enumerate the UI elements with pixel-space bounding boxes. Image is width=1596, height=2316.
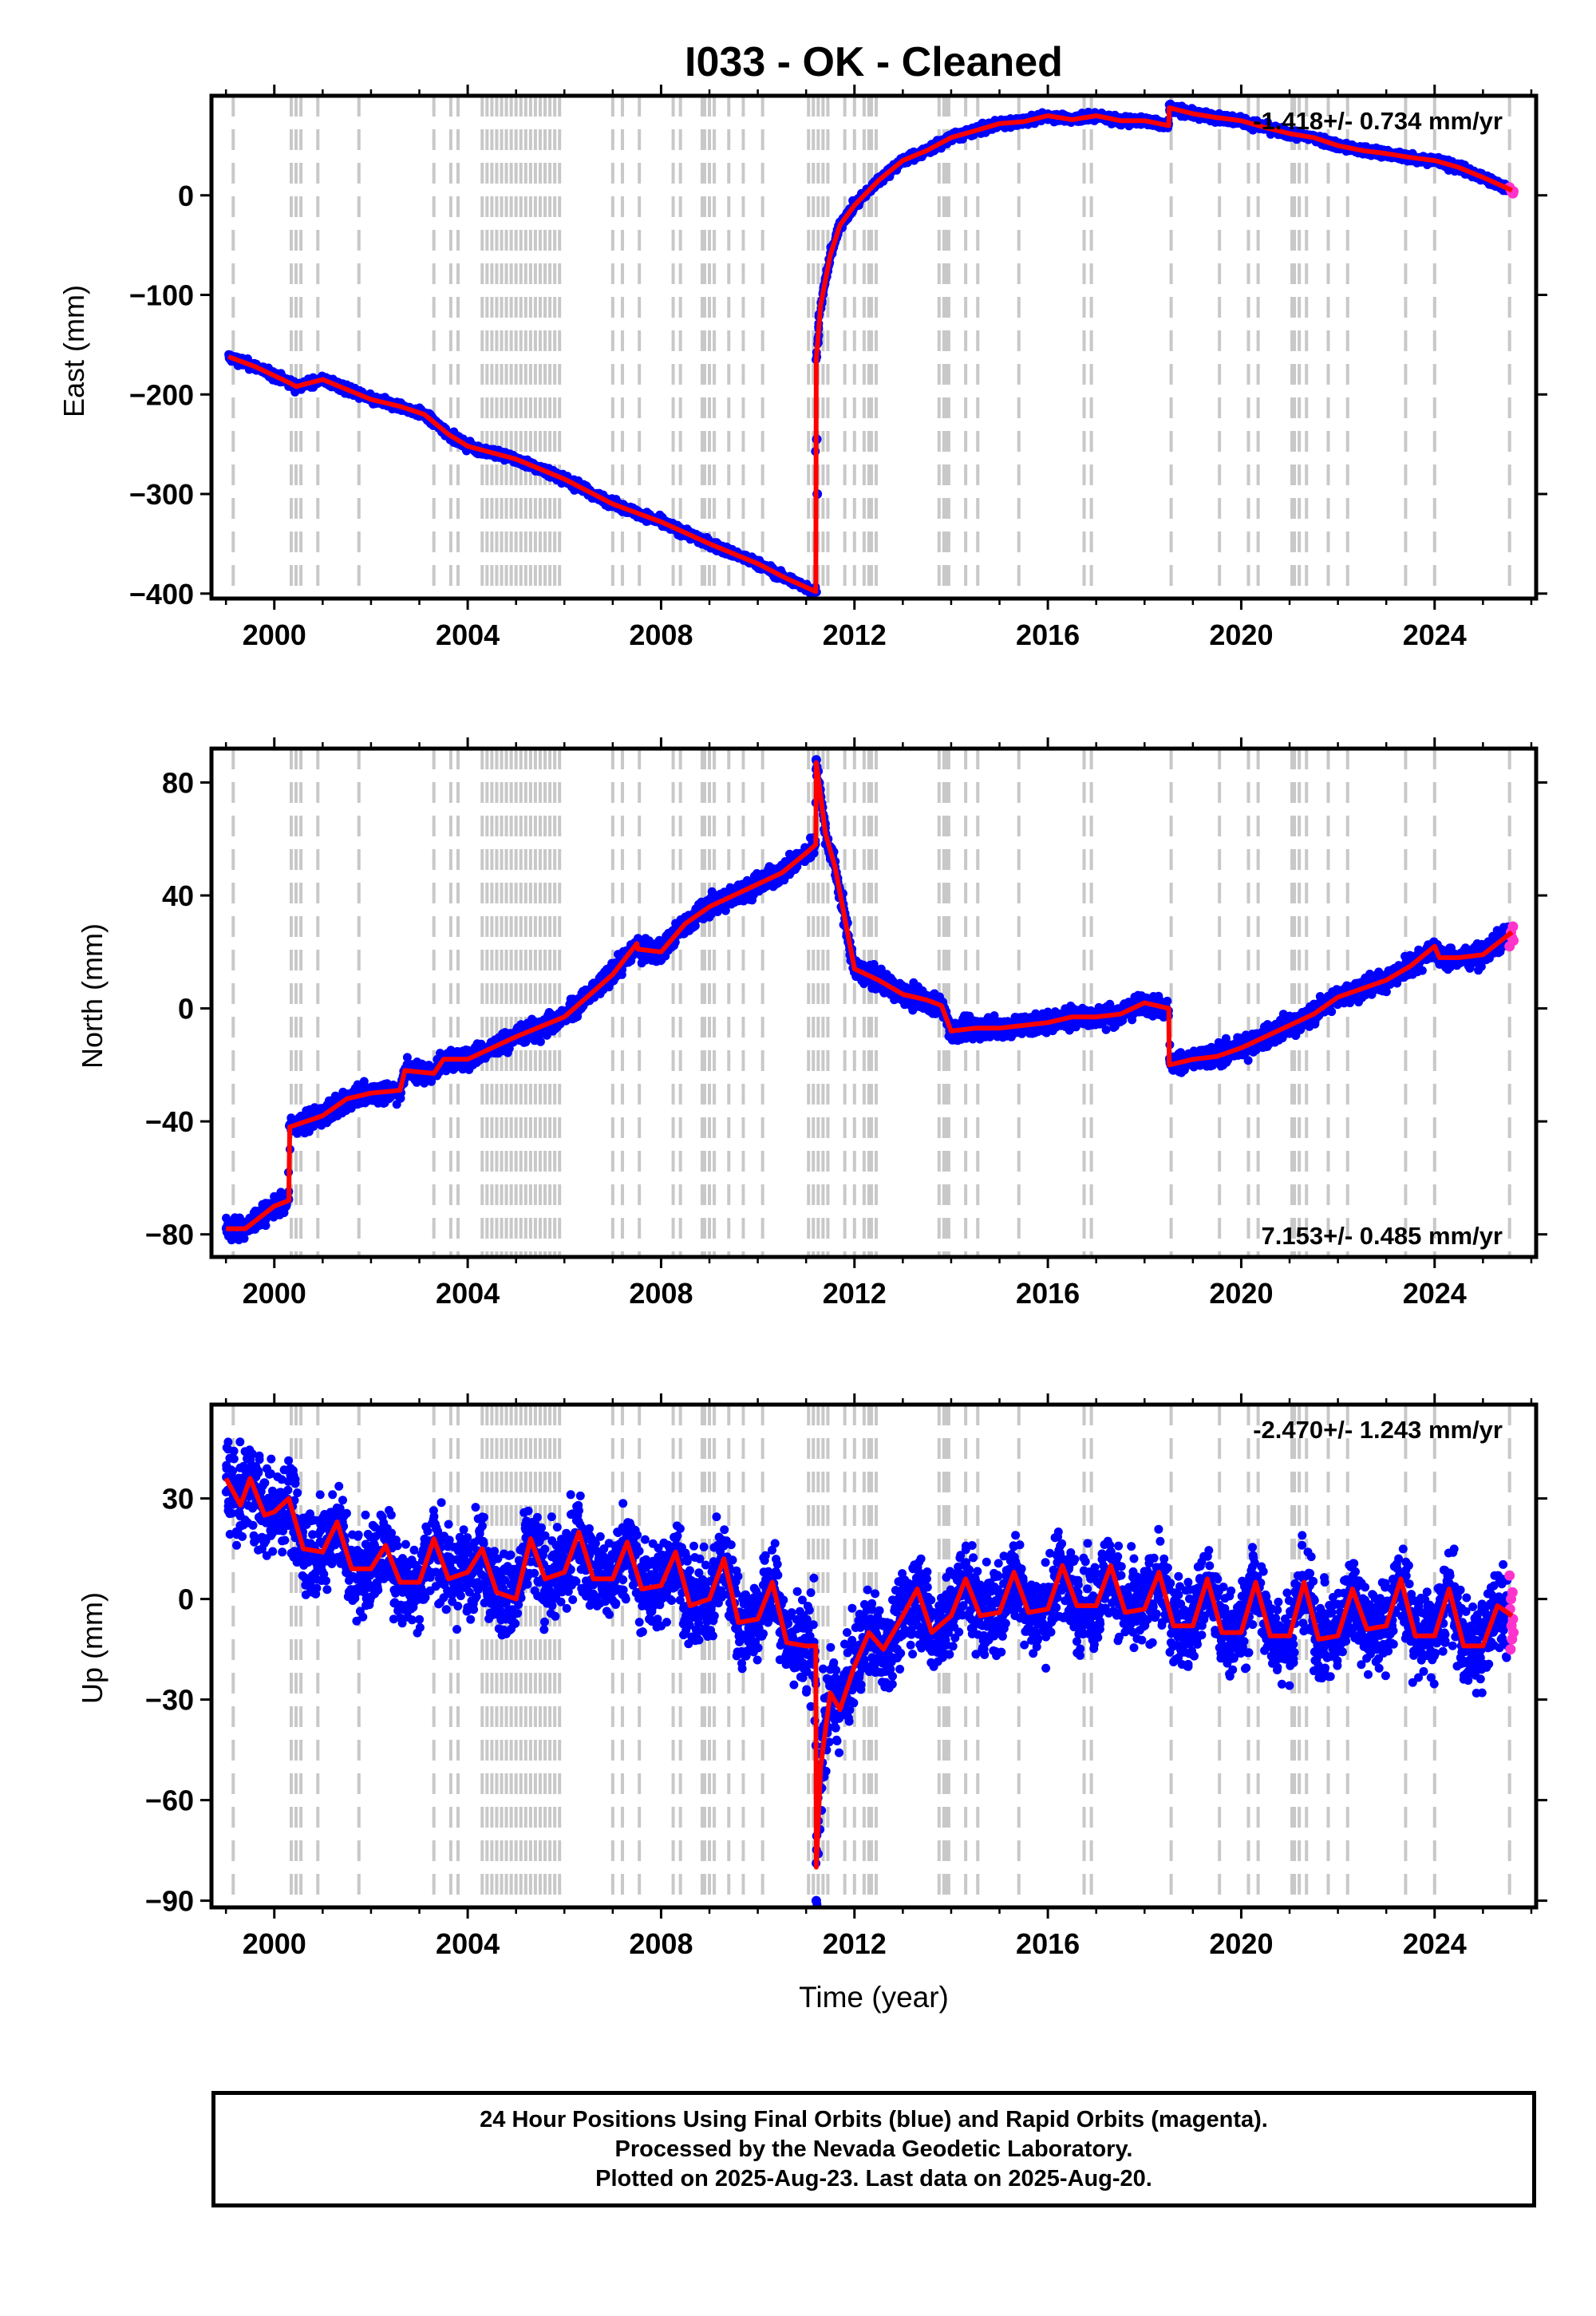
footer-line-1: 24 Hour Positions Using Final Orbits (bl… — [480, 2106, 1268, 2132]
east-x-tick-label: 2016 — [1016, 619, 1080, 651]
up-x-tick-label: 2020 — [1209, 1927, 1273, 1960]
up-rapid-orbit-point — [1508, 1627, 1519, 1638]
north-frame — [209, 746, 1539, 1259]
north-model-line — [226, 760, 1514, 1231]
east-axis-label: East (mm) — [57, 285, 90, 417]
up-x-tick-label: 2012 — [823, 1927, 887, 1960]
north-final-orbit-points — [221, 762, 1513, 1245]
footer-box: 24 Hour Positions Using Final Orbits (bl… — [211, 2091, 1536, 2207]
up-x-tick-label: 2004 — [436, 1927, 500, 1960]
east-y-tick-label: −400 — [129, 578, 194, 611]
up-rapid-orbit-point — [1507, 1587, 1518, 1598]
east-x-tick-label: 2000 — [243, 619, 306, 651]
north-x-tick-label: 2004 — [436, 1277, 500, 1310]
north-outlier-point — [811, 755, 821, 765]
up-panel: Up (mm) 2000 2004 2008 2012 2016 2020 2024 30 0 −… — [76, 1393, 1547, 1960]
up-x-tick-label: 2008 — [629, 1927, 693, 1960]
north-y-tick-label: 80 — [162, 766, 194, 799]
north-rapid-orbit-point — [1507, 921, 1519, 932]
up-frame — [209, 1402, 1539, 1910]
north-y-tick-label: −40 — [145, 1105, 194, 1138]
north-panel: North (mm) 2000 2004 2008 2012 2016 2020 2024 8… — [76, 737, 1547, 1310]
up-x-tick-label: 2024 — [1403, 1927, 1467, 1960]
east-x-tick-label: 2024 — [1403, 619, 1467, 651]
north-plot-area — [221, 749, 1519, 1257]
up-model-line — [223, 1476, 1514, 1870]
east-y-tick-label: −300 — [129, 478, 194, 511]
north-x-tick-label: 2020 — [1209, 1277, 1273, 1310]
north-x-tick-label: 2000 — [243, 1277, 306, 1310]
x-axis-label: Time (year) — [799, 1981, 949, 2014]
north-x-tick-label: 2016 — [1016, 1277, 1080, 1310]
north-x-tick-label: 2012 — [823, 1277, 887, 1310]
up-rate-label: -2.470+/- 1.243 mm/yr — [1253, 1416, 1503, 1444]
up-rapid-orbit-point — [1505, 1644, 1516, 1655]
up-y-tick-label: −30 — [145, 1684, 194, 1717]
east-y-tick-label: 0 — [178, 180, 194, 212]
up-plot-area — [221, 1405, 1519, 1907]
north-rapid-orbit-point — [1508, 935, 1519, 947]
east-plot-area — [224, 96, 1519, 599]
east-x-tick-label: 2020 — [1209, 619, 1273, 651]
up-x-tick-label: 2016 — [1016, 1927, 1080, 1960]
east-x-tick-label: 2004 — [436, 619, 500, 651]
east-x-tick-label: 2012 — [823, 619, 887, 651]
east-x-tick-label: 2008 — [629, 619, 693, 651]
up-y-tick-label: −60 — [145, 1784, 194, 1817]
footer-line-3: Plotted on 2025-Aug-23. Last data on 202… — [595, 2165, 1152, 2192]
footer-line-2: Processed by the Nevada Geodetic Laborat… — [614, 2136, 1133, 2162]
up-final-orbit-points — [221, 1437, 1512, 1907]
north-rate-label: 7.153+/- 0.485 mm/yr — [1262, 1222, 1503, 1250]
north-axis-label: North (mm) — [76, 923, 109, 1069]
north-x-tick-label: 2008 — [629, 1277, 693, 1310]
figure-title: I033 - OK - Cleaned — [685, 39, 1063, 85]
north-y-tick-label: −80 — [145, 1219, 194, 1251]
up-y-tick-label: 0 — [178, 1583, 194, 1616]
east-frame — [209, 93, 1539, 601]
east-y-tick-label: −200 — [129, 378, 194, 411]
east-panel: East (mm) 2000 2004 2008 2012 2016 2020 2024 0 −… — [57, 85, 1547, 651]
east-y-tick-label: −100 — [129, 279, 194, 312]
east-rate-label: -1.418+/- 0.734 mm/yr — [1253, 107, 1503, 135]
up-rapid-orbit-point — [1504, 1570, 1515, 1581]
north-x-tick-label: 2024 — [1403, 1277, 1467, 1310]
up-outlier-point — [811, 1895, 821, 1906]
up-y-tick-label: 30 — [162, 1483, 194, 1516]
up-axis-label: Up (mm) — [76, 1592, 109, 1704]
up-x-tick-label: 2000 — [243, 1927, 306, 1960]
east-model-line — [227, 105, 1513, 595]
up-y-tick-label: −90 — [145, 1885, 194, 1918]
north-y-tick-label: 40 — [162, 879, 194, 912]
north-y-tick-label: 0 — [178, 993, 194, 1026]
